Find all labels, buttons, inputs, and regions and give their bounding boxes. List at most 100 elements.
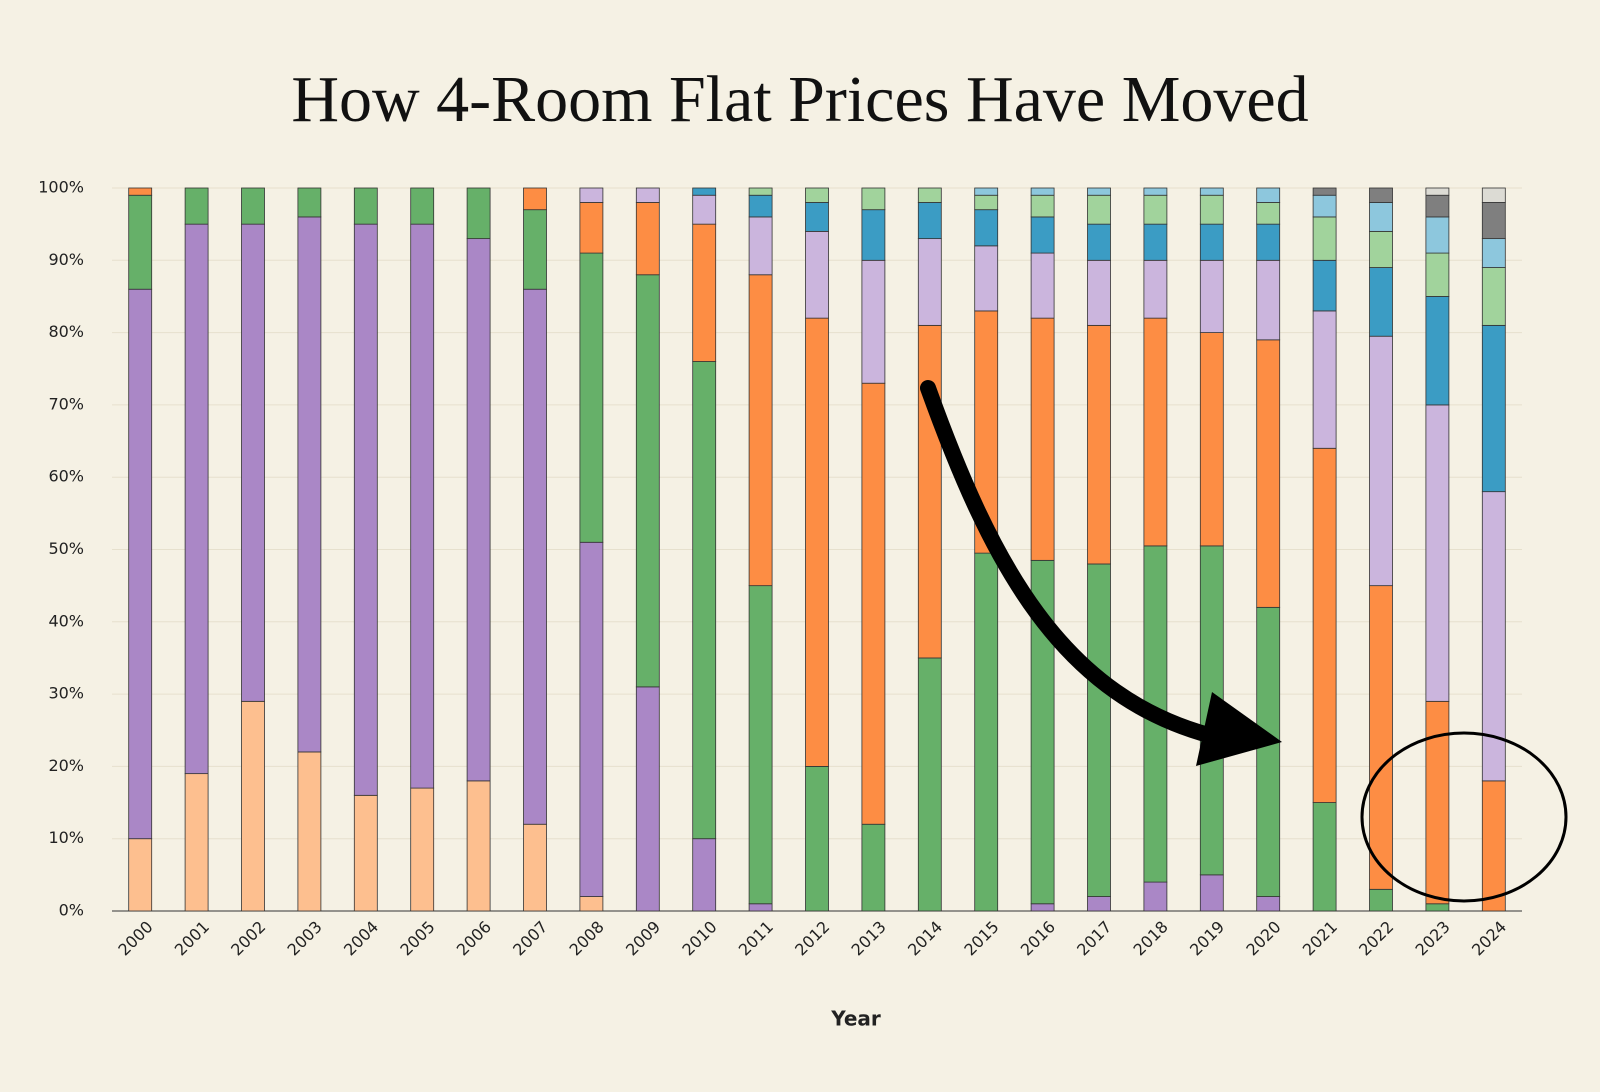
bar-segment: [128, 838, 153, 912]
annotations: [920, 380, 1568, 903]
bar-segment: [1199, 332, 1224, 547]
bar-segment: [635, 274, 660, 688]
chart-title: How 4-Room Flat Prices Have Moved: [291, 63, 1308, 136]
bar-segment: [1369, 888, 1393, 912]
bar-segment: [1087, 896, 1111, 912]
bar-segment: [635, 686, 660, 912]
bar-segment: [184, 223, 209, 775]
bar-segment: [579, 896, 604, 912]
bar-segment: [523, 288, 547, 825]
bar-segment: [1087, 324, 1111, 565]
bar-segment: [805, 230, 829, 319]
bar-segment: [1256, 259, 1281, 341]
bar-segment: [353, 187, 378, 225]
y-tick-label: 90%: [48, 250, 84, 269]
bar-segment: [579, 187, 604, 203]
bar-segment: [1425, 296, 1450, 406]
bar-segment: [1312, 447, 1337, 803]
bar-segment: [1087, 194, 1111, 225]
bar-segment: [1369, 335, 1393, 587]
bar-segment: [579, 202, 604, 254]
bar-segment: [241, 700, 265, 912]
bar-segment: [410, 223, 435, 789]
bar-segment: [974, 187, 999, 196]
bar-segment: [692, 223, 717, 362]
bar-segment: [748, 216, 773, 276]
bar-segment: [1312, 187, 1337, 196]
bar-segment: [1087, 187, 1111, 196]
bar-segment: [1199, 259, 1224, 333]
y-tick-label: 70%: [48, 394, 84, 413]
bar-segment: [1256, 339, 1281, 608]
bar-segment: [579, 541, 604, 897]
bar-segment: [1143, 259, 1168, 319]
bar-segment: [861, 823, 886, 912]
bar-segment: [1256, 606, 1281, 897]
bar-segment: [635, 187, 660, 203]
bar-segment: [1087, 223, 1111, 261]
bar-segment: [1425, 216, 1450, 254]
bar-segment: [297, 751, 322, 912]
bar-segment: [861, 187, 886, 211]
bar-segment: [1087, 563, 1111, 897]
bar-segment: [466, 238, 491, 782]
bar-segment: [1199, 223, 1224, 261]
bar-segment: [241, 187, 265, 225]
bar-segment: [1143, 317, 1168, 547]
bar-segment: [748, 585, 773, 905]
bar-segment: [128, 187, 153, 196]
y-tick-label: 30%: [48, 684, 84, 703]
bar-segment: [1030, 903, 1055, 912]
y-tick-label: 100%: [38, 178, 84, 197]
bar-segment: [1481, 267, 1506, 326]
bar-segment: [128, 288, 153, 840]
bar-segment: [410, 787, 435, 912]
arrow-head: [1196, 692, 1282, 766]
y-tick-label: 20%: [48, 756, 84, 775]
bar-segment: [1481, 202, 1506, 240]
bar-segment: [353, 223, 378, 796]
bar-segment: [974, 245, 999, 312]
bar-segment: [1481, 324, 1506, 493]
bar-segment: [974, 209, 999, 247]
bar-segment: [1312, 802, 1337, 912]
bar-segment: [1481, 187, 1506, 203]
bar-segment: [466, 187, 491, 240]
bar-segment: [748, 903, 773, 912]
bar-segment: [297, 187, 322, 218]
bar-segment: [1030, 194, 1055, 218]
y-tick-label: 40%: [48, 611, 84, 630]
bar-segment: [692, 838, 717, 912]
bar-segment: [1030, 317, 1055, 561]
bar-segment: [1256, 896, 1281, 912]
bar-segment: [1425, 252, 1450, 297]
bar-segment: [917, 202, 942, 240]
bar-segment: [1199, 187, 1224, 196]
y-tick-label: 50%: [48, 539, 84, 558]
bar-segment: [1425, 187, 1450, 196]
x-axis-label: Year: [830, 1007, 881, 1031]
bar-segment: [410, 187, 435, 225]
bar-segment: [466, 780, 491, 912]
bar-segment: [1143, 194, 1168, 225]
bar-segment: [917, 187, 942, 203]
bar-segment: [1369, 187, 1393, 203]
bar-segment: [1312, 310, 1337, 449]
bar-segment: [1143, 187, 1168, 196]
bar-segment: [523, 209, 547, 290]
bar-segment: [297, 216, 322, 753]
bar-segment: [1369, 585, 1393, 890]
bar-segment: [805, 317, 829, 767]
bar-segment: [184, 187, 209, 225]
arrow: [920, 380, 1228, 746]
bar-segment: [805, 766, 829, 912]
y-tick-label: 10%: [48, 828, 84, 847]
bar-segment: [1425, 903, 1450, 912]
bar-segment: [1481, 238, 1506, 268]
bar-segment: [748, 187, 773, 196]
bar-segment: [1030, 187, 1055, 196]
bar-segment: [241, 223, 265, 702]
bar-segment: [1312, 259, 1337, 312]
